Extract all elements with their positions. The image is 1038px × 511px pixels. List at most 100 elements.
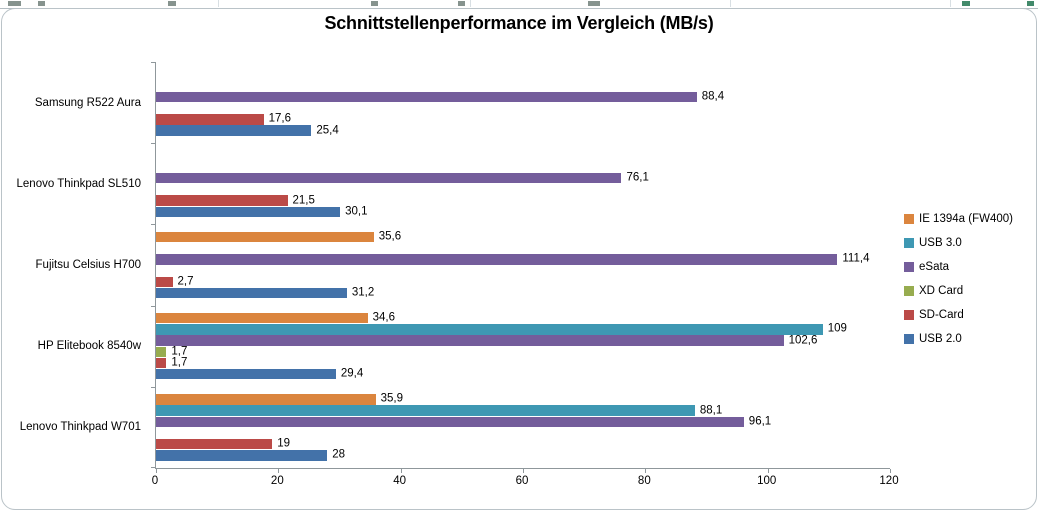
- bar-esata: 76,1: [156, 172, 649, 184]
- bar-slot: 30,1: [156, 205, 890, 217]
- bar-value-label: 2,7: [177, 275, 194, 287]
- spreadsheet-gridline: [730, 0, 731, 7]
- bar-usb-2-0: 30,1: [156, 205, 368, 217]
- x-tick-label: 20: [270, 475, 284, 487]
- category-label: Samsung R522 Aura: [34, 96, 141, 109]
- bar-value-label: 35,6: [378, 230, 402, 243]
- bar-usb-3-0: 109: [156, 323, 847, 335]
- legend-swatch: [904, 238, 914, 248]
- bar-xd-card: 1,7: [156, 345, 187, 357]
- bar-slot: 31,2: [156, 287, 890, 299]
- bar-ie-1394a-fw400: 35,9: [156, 393, 403, 405]
- legend-swatch: [904, 262, 914, 272]
- category-group: 35,9 88,1 96,1 19 28: [156, 387, 890, 468]
- bar-slot: 109: [156, 323, 890, 335]
- x-tick-label: 100: [757, 475, 777, 487]
- bar-value-label: 96,1: [748, 415, 772, 427]
- bar-usb-2-0: 28: [156, 449, 345, 461]
- bar-slot: 28: [156, 449, 890, 461]
- y-axis-tick: [151, 467, 155, 468]
- y-axis-tick: [151, 143, 155, 145]
- bar-slot: 25,4: [156, 124, 890, 136]
- legend-item-xd-card: XD Card: [904, 279, 1013, 303]
- x-axis-tick: [400, 469, 402, 473]
- bar-esata: 88,4: [156, 91, 724, 103]
- bar-value-label: 34,6: [372, 311, 396, 324]
- bar-value-label: 111,4: [842, 252, 870, 265]
- bar-usb-2-0: 31,2: [156, 287, 374, 299]
- bar-sd-card: 19: [156, 438, 290, 450]
- legend-item-ie-1394a-fw400: IE 1394a (FW400): [904, 207, 1013, 231]
- x-tick-label: 80: [637, 475, 651, 487]
- bar-value-label: 30,1: [345, 205, 368, 217]
- bar-value-label: 25,4: [316, 123, 339, 136]
- legend-item-esata: eSata: [904, 255, 1013, 279]
- bar-slot: 102,6: [156, 334, 890, 346]
- bar-slot: 2,7: [156, 275, 890, 287]
- bar-value-label: 88,4: [701, 90, 725, 103]
- y-axis-tick: [151, 386, 155, 388]
- bar-value-label: 102,6: [788, 333, 818, 346]
- bar-usb-3-0: 88,1: [156, 404, 722, 416]
- category-label: Fujitsu Celsius H700: [35, 259, 141, 271]
- bar-value-label: 35,9: [380, 392, 403, 405]
- bar-slot: [156, 103, 890, 114]
- bar-usb-2-0: 25,4: [156, 124, 339, 136]
- category-label: HP Elitebook 8540w: [37, 340, 141, 353]
- plot-area: 88,4 17,6 25,4 76,1 21,5 30,1 35,6 111,4 2,7 31,2…: [151, 62, 891, 473]
- bar-slot: 96,1: [156, 415, 890, 427]
- x-tick-label: 120: [879, 475, 899, 487]
- bar-slot: 19: [156, 438, 890, 450]
- bar-esata: 111,4: [156, 253, 869, 265]
- bar-sd-card: 1,7: [156, 357, 187, 369]
- x-axis-labels: 0 20 40 60 80 100 120: [152, 475, 899, 491]
- spreadsheet-cell-fragment: [458, 1, 465, 6]
- bar-value-label: 29,4: [340, 367, 364, 380]
- chart-title: Schnittstellenperformance im Vergleich (…: [324, 13, 714, 33]
- bar-slot: 1,7: [156, 345, 890, 357]
- category-labels: Samsung R522 Aura Lenovo Thinkpad SL510 Fu…: [2, 62, 148, 468]
- bar-value-label: 88,1: [699, 403, 723, 416]
- x-axis-tick: [767, 469, 769, 473]
- category-group: 76,1 21,5 30,1: [156, 143, 890, 224]
- spreadsheet-cell-fragment: [588, 1, 600, 6]
- bar-esata: 102,6: [156, 334, 817, 346]
- bar-slot: [156, 80, 890, 91]
- bar-slot: [156, 150, 890, 161]
- bar-slot: 17,6: [156, 113, 890, 125]
- bar-slot: 88,4: [156, 91, 890, 103]
- spreadsheet-gridline: [218, 0, 219, 7]
- legend-label: USB 3.0: [919, 237, 962, 249]
- bar-value-label: 21,5: [292, 193, 315, 206]
- legend-item-usb-2-0: USB 2.0: [904, 327, 1013, 351]
- bar-value-label: 28: [332, 448, 346, 461]
- bar-slot: [156, 161, 890, 172]
- bar-slot: 21,5: [156, 193, 890, 206]
- bar-slot: [156, 243, 890, 254]
- spreadsheet-gridline: [950, 0, 951, 7]
- bar-value-label: 19: [277, 437, 290, 450]
- spreadsheet-cell-fragment: [962, 1, 970, 6]
- category-label: Lenovo Thinkpad SL510: [16, 177, 141, 190]
- bar-value-label: 1,7: [171, 345, 188, 357]
- legend-label: USB 2.0: [919, 333, 962, 345]
- legend-swatch: [904, 214, 914, 224]
- bar-sd-card: 17,6: [156, 113, 291, 125]
- bar-usb-2-0: 29,4: [156, 368, 363, 380]
- y-axis-tick: [151, 224, 155, 226]
- x-tick-label: 60: [515, 475, 529, 487]
- legend-swatch: [904, 286, 914, 296]
- spreadsheet-cell-fragment: [371, 1, 378, 6]
- bar-slot: 88,1: [156, 404, 890, 416]
- bar-value-label: 109: [827, 322, 847, 335]
- bar-slot: [156, 265, 890, 276]
- legend-label: SD-Card: [919, 309, 964, 321]
- bar-ie-1394a-fw400: 34,6: [156, 312, 395, 324]
- x-axis-tick: [523, 469, 524, 473]
- spreadsheet-cell-fragment: [1027, 1, 1034, 6]
- bar-slot: 34,6: [156, 312, 890, 324]
- bar-slot: [156, 427, 890, 438]
- bar-value-label: 17,6: [268, 112, 292, 125]
- category-group: 88,4 17,6 25,4: [156, 62, 890, 143]
